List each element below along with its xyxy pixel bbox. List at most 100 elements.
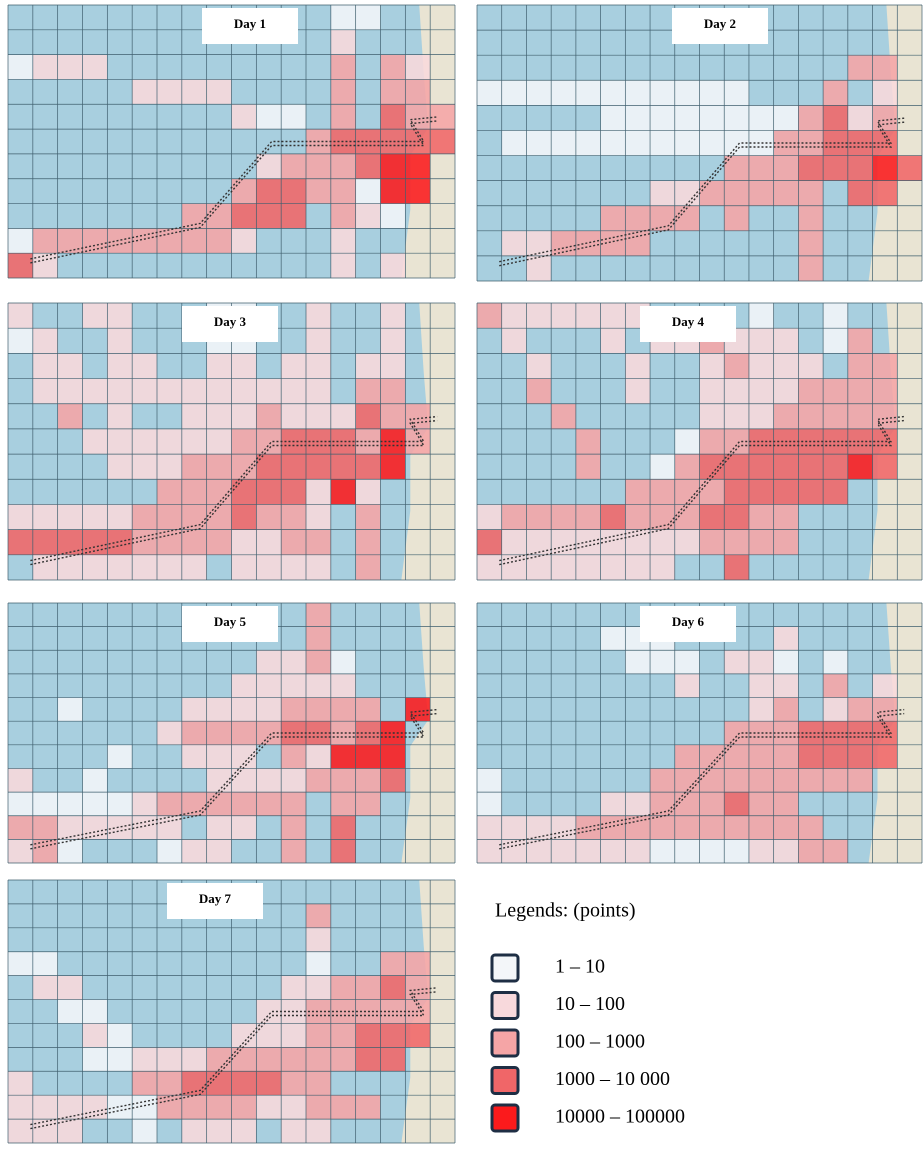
heat-cell: [331, 745, 356, 769]
heat-cell: [232, 792, 257, 816]
heat-cell: [256, 1095, 281, 1119]
heat-cell: [551, 80, 576, 105]
map-panel: Day 3: [8, 303, 455, 580]
heat-cell: [798, 231, 823, 256]
heat-cell: [207, 745, 232, 769]
heat-cell: [477, 816, 502, 840]
heat-cell: [331, 429, 356, 454]
heat-cell: [281, 839, 306, 863]
heat-cell: [477, 303, 502, 328]
heat-cell: [848, 55, 873, 80]
heat-cell: [405, 976, 430, 1000]
heat-cell: [873, 404, 898, 429]
heat-cell: [774, 404, 799, 429]
heat-cell: [897, 156, 922, 181]
heat-cell: [700, 745, 725, 769]
heat-cell: [700, 816, 725, 840]
heat-cell: [576, 130, 601, 155]
heat-cell: [502, 130, 527, 155]
heat-cell: [8, 1095, 33, 1119]
heat-cell: [281, 816, 306, 840]
heat-cell: [8, 1119, 33, 1143]
heat-cell: [256, 698, 281, 722]
heat-cell: [381, 328, 406, 353]
heat-cell: [405, 79, 430, 104]
heat-cell: [207, 698, 232, 722]
heat-cell: [306, 328, 331, 353]
heat-cell: [232, 379, 257, 404]
heat-cell: [331, 154, 356, 179]
heat-cell: [107, 1023, 132, 1047]
heat-cell: [232, 1119, 257, 1143]
heat-cell: [675, 181, 700, 206]
heat-cell: [675, 816, 700, 840]
heat-cell: [749, 674, 774, 698]
heat-cell: [356, 976, 381, 1000]
panel-title: Day 4: [672, 314, 705, 329]
heat-cell: [331, 79, 356, 104]
heat-cell: [551, 130, 576, 155]
heat-cell: [700, 353, 725, 378]
heat-cell: [700, 105, 725, 130]
heat-cell: [848, 768, 873, 792]
heat-cell: [576, 530, 601, 555]
heat-cell: [182, 530, 207, 555]
heat-cell: [107, 353, 132, 378]
heat-cell: [601, 130, 626, 155]
heat-cell: [526, 504, 551, 529]
panel-title: Day 2: [704, 16, 736, 31]
heat-cell: [58, 1000, 83, 1024]
heat-cell: [526, 130, 551, 155]
heat-cell: [33, 555, 58, 580]
heat-cell: [823, 328, 848, 353]
heat-cell: [33, 379, 58, 404]
heat-cell: [281, 204, 306, 229]
heat-cell: [381, 1047, 406, 1071]
heat-cell: [405, 698, 430, 722]
heat-cell: [601, 555, 626, 580]
heat-cell: [405, 179, 430, 204]
heat-cell: [650, 181, 675, 206]
heat-cell: [700, 379, 725, 404]
heat-cell: [58, 1119, 83, 1143]
legend-label: 1 – 10: [555, 956, 605, 978]
heat-cell: [848, 181, 873, 206]
heat-cell: [601, 105, 626, 130]
heat-cell: [306, 353, 331, 378]
heat-cell: [502, 839, 527, 863]
heat-cell: [232, 674, 257, 698]
heat-cell: [650, 650, 675, 674]
heat-cell: [306, 1119, 331, 1143]
heat-cell: [331, 179, 356, 204]
heat-cell: [700, 792, 725, 816]
heat-cell: [749, 839, 774, 863]
heat-cell: [675, 792, 700, 816]
heat-cell: [157, 721, 182, 745]
heat-cell: [157, 1071, 182, 1095]
heat-cell: [182, 745, 207, 769]
heat-cell: [107, 530, 132, 555]
map-panel: Day 5: [8, 603, 455, 863]
heat-cell: [381, 179, 406, 204]
heat-cell: [749, 650, 774, 674]
heat-cell: [798, 353, 823, 378]
heat-cell: [724, 504, 749, 529]
heat-cell: [33, 1095, 58, 1119]
heat-cell: [58, 55, 83, 80]
heat-cell: [281, 179, 306, 204]
heat-cell: [749, 530, 774, 555]
heat-cell: [724, 768, 749, 792]
heat-cell: [724, 555, 749, 580]
heat-cell: [132, 530, 157, 555]
heat-cell: [356, 1095, 381, 1119]
heat-cell: [381, 104, 406, 129]
heat-cell: [873, 454, 898, 479]
heat-cell: [625, 379, 650, 404]
heat-cell: [381, 404, 406, 429]
heat-cell: [306, 1071, 331, 1095]
heat-cell: [873, 181, 898, 206]
heat-cell: [207, 353, 232, 378]
heat-cell: [8, 768, 33, 792]
heat-cell: [182, 1119, 207, 1143]
panel-title: Day 7: [199, 891, 232, 906]
